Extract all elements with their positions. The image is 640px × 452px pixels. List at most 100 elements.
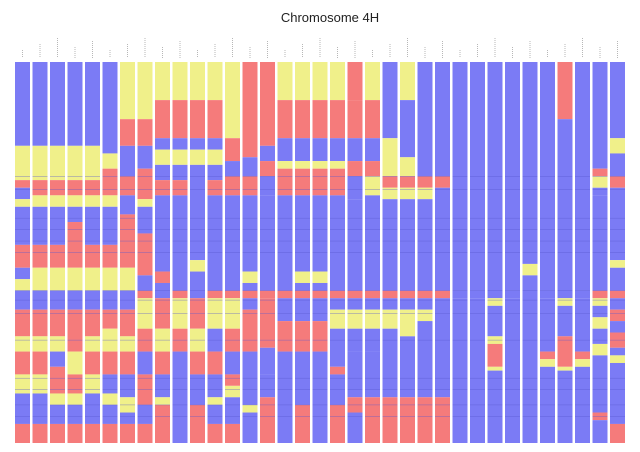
genotype-segment — [365, 290, 380, 299]
genotype-segment — [610, 423, 625, 443]
genotype-segment — [85, 423, 100, 443]
column-10 — [172, 41, 188, 443]
genotype-segment — [225, 138, 240, 162]
column-3 — [50, 38, 65, 443]
column-33 — [575, 38, 590, 443]
genotype-segment — [610, 309, 625, 322]
genotype-segment — [452, 298, 468, 443]
genotype-segment — [295, 161, 310, 169]
genotype-segment — [50, 404, 65, 424]
genotype-segment — [50, 351, 65, 367]
genotype-segment — [312, 290, 328, 299]
genotype-segment — [487, 62, 503, 299]
genotype-segment — [400, 176, 415, 188]
column-12 — [207, 44, 223, 443]
genotype-segment — [50, 366, 65, 394]
genotype-segment — [32, 423, 48, 443]
genotype-segment — [400, 187, 415, 200]
genotype-segment — [592, 62, 608, 169]
genotype-segment — [15, 187, 30, 200]
genotype-segment — [225, 423, 240, 443]
genotype-segment — [347, 199, 363, 291]
genotype-segment — [102, 309, 118, 329]
genotype-segment — [85, 145, 100, 181]
genotype-segment — [50, 206, 65, 245]
genotype-segment — [137, 351, 153, 375]
genotype-segment — [592, 355, 608, 413]
genotype-segment — [207, 397, 223, 405]
genotype-segment — [330, 161, 345, 169]
genotype-segment — [225, 195, 240, 291]
genotype-segment — [50, 180, 65, 196]
genotype-segment — [347, 298, 363, 310]
genotype-segment — [155, 62, 170, 101]
genotype-segment — [312, 271, 328, 283]
genotype-segment — [15, 145, 30, 181]
genotype-segment — [120, 195, 135, 215]
genotype-segment — [382, 199, 398, 291]
column-29 — [505, 47, 520, 443]
genotype-segment — [190, 164, 205, 261]
chart-title: Chromosome 4H — [280, 10, 380, 25]
genotype-segment — [102, 244, 118, 268]
column-1 — [15, 50, 30, 443]
genotype-segment — [137, 404, 153, 424]
genotype-segment — [50, 145, 65, 181]
genotype-segment — [487, 305, 503, 337]
genotype-segment — [260, 397, 275, 443]
genotype-segment — [435, 187, 450, 291]
genotype-segment — [347, 138, 363, 162]
genotype-segment — [137, 168, 153, 200]
genotype-segment — [172, 100, 188, 139]
genotype-segment — [470, 290, 485, 299]
genotype-segment — [260, 347, 275, 375]
genotype-segment — [417, 187, 433, 200]
genotype-segment — [32, 195, 48, 207]
genotype-segment — [67, 351, 83, 375]
genotype-segment — [155, 404, 170, 443]
genotype-segment — [487, 370, 503, 443]
genotype-segment — [85, 62, 100, 146]
genotype-segment — [540, 298, 555, 352]
genotype-segment — [85, 267, 100, 291]
genotype-segment — [382, 187, 398, 200]
genotype-segment — [15, 244, 30, 268]
genotype-segment — [417, 397, 433, 443]
genotype-segment — [15, 180, 30, 188]
genotype-segment — [32, 336, 48, 352]
genotype-segment — [32, 244, 48, 268]
column-18 — [312, 38, 328, 443]
genotype-segment — [207, 374, 223, 398]
genotype-segment — [50, 244, 65, 268]
genotype-segment — [260, 62, 275, 146]
genotype-segment — [277, 351, 293, 443]
genotype-segment — [365, 176, 380, 196]
genotype-segment — [120, 176, 135, 196]
column-5 — [85, 41, 100, 443]
genotype-segment — [522, 275, 538, 443]
genotype-segment — [102, 393, 118, 405]
column-21 — [365, 50, 380, 443]
genotype-segment — [505, 290, 520, 299]
column-8 — [137, 38, 153, 443]
column-31 — [540, 50, 555, 443]
genotype-segment — [557, 336, 573, 367]
genotype-segment — [15, 423, 30, 443]
genotype-segment — [15, 279, 30, 291]
genotype-segment — [365, 195, 380, 291]
genotype-segment — [15, 199, 30, 207]
genotype-segment — [400, 62, 415, 101]
genotype-segment — [242, 282, 258, 291]
genotype-segment — [50, 336, 65, 352]
genotype-segment — [120, 351, 135, 375]
genotype-segment — [610, 355, 625, 363]
genotype-segment — [592, 176, 608, 188]
genotype-segment — [277, 62, 293, 101]
genotype-segment — [15, 336, 30, 352]
genotype-segment — [312, 351, 328, 443]
genotype-segment — [347, 161, 363, 177]
genotype-segment — [330, 100, 345, 139]
genotype-segment — [190, 271, 205, 299]
genotype-segment — [330, 298, 345, 310]
genotype-segment — [277, 298, 293, 322]
